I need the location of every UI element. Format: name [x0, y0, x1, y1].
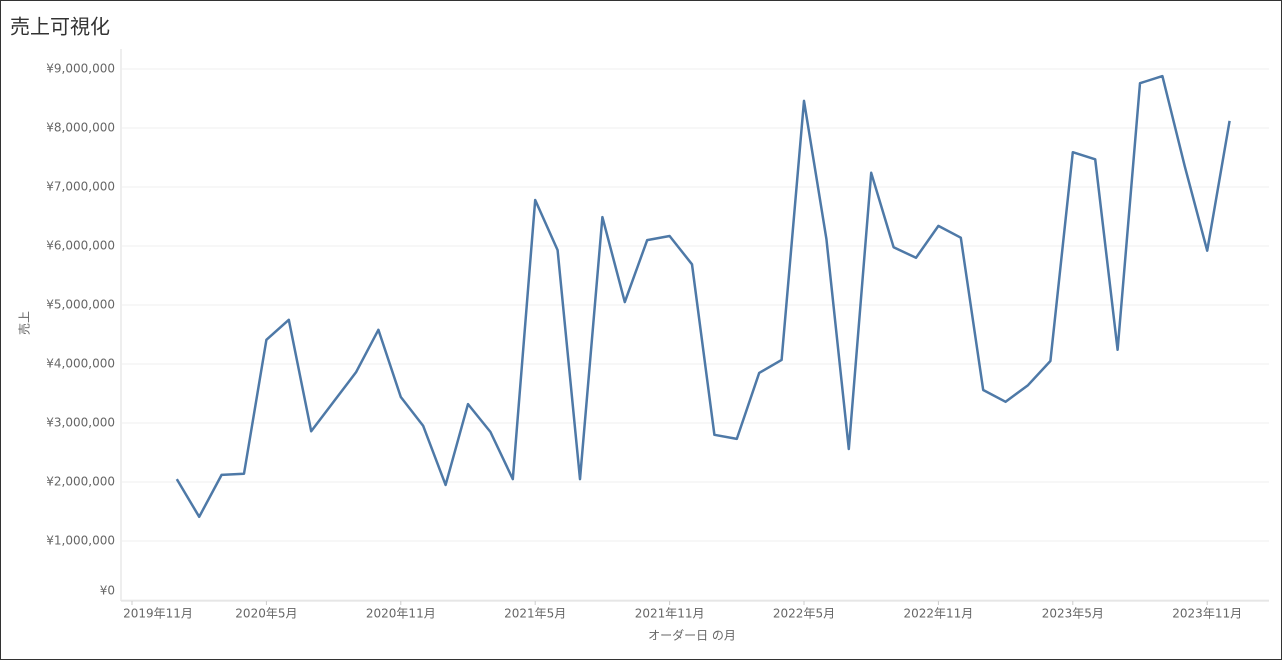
x-tick-label: 2020年11月 — [366, 607, 436, 621]
y-tick-label: ¥1,000,000 — [46, 534, 115, 548]
y-tick-label: ¥4,000,000 — [46, 357, 115, 371]
x-tick-label: 2023年11月 — [1172, 607, 1242, 621]
x-tick-label: 2021年11月 — [635, 607, 705, 621]
x-tick-label: 2021年5月 — [504, 607, 566, 621]
series-line — [175, 74, 1231, 519]
y-tick-label: ¥3,000,000 — [46, 416, 115, 430]
y-tick-label: ¥0 — [100, 584, 115, 598]
y-tick-label: ¥5,000,000 — [46, 298, 115, 312]
x-tick-label: 2020年5月 — [235, 607, 297, 621]
x-tick-label: 2022年11月 — [903, 607, 973, 621]
x-axis-title: オーダー日 の月 — [648, 628, 736, 643]
chart-title: 売上可視化 — [10, 15, 110, 39]
y-tick-label: ¥8,000,000 — [46, 121, 115, 135]
x-tick-label: 2023年5月 — [1042, 607, 1104, 621]
y-tick-label: ¥2,000,000 — [46, 475, 115, 489]
x-tick-label: 2019年11月 — [123, 607, 193, 621]
x-tick-label: 2022年5月 — [773, 607, 835, 621]
y-tick-label: ¥7,000,000 — [46, 180, 115, 194]
y-tick-label: ¥9,000,000 — [46, 62, 115, 76]
y-axis-title: 売上 — [17, 311, 32, 335]
y-tick-label: ¥6,000,000 — [46, 239, 115, 253]
